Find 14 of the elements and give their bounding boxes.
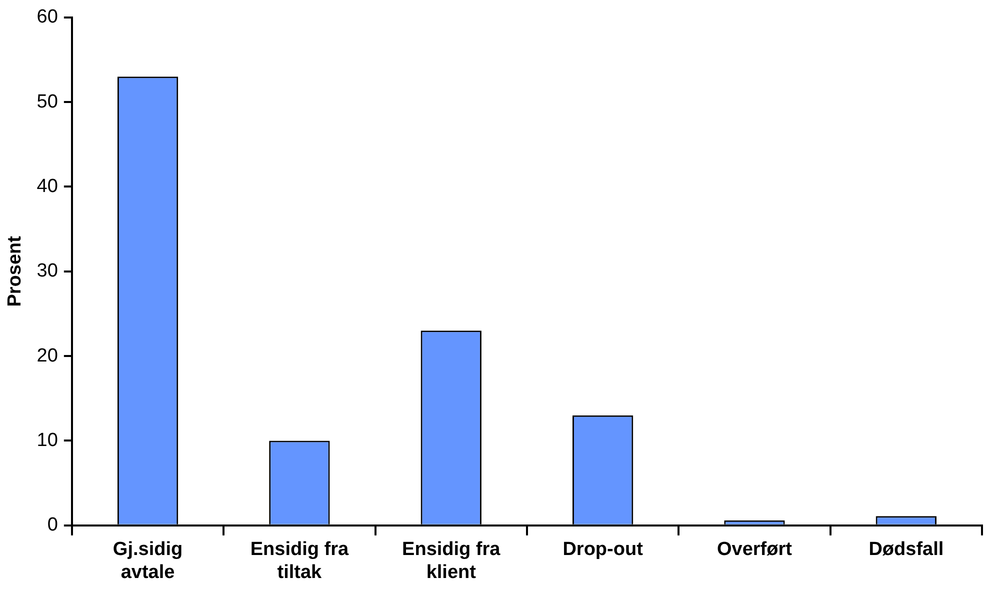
y-tick-label: 20 [36, 345, 58, 366]
y-tick-label: 0 [47, 514, 58, 536]
y-axis-title: Prosent [4, 235, 26, 307]
x-tick-label: Dødsfall [868, 539, 944, 560]
y-tick-label: 40 [36, 176, 58, 197]
x-tick-label: Overført [717, 539, 793, 560]
y-tick-label: 50 [36, 91, 58, 112]
y-tick-label: 60 [36, 6, 58, 28]
y-tick-label: 30 [36, 260, 58, 282]
y-tick-label: 10 [36, 430, 58, 451]
x-tick-label: Gj.sidig avtale [112, 539, 183, 583]
x-tick-label: Ensidig fra klient [402, 539, 501, 583]
x-tick-label: Ensidig fra tiltak [250, 539, 349, 583]
x-tick-label: Drop-out [562, 539, 644, 560]
